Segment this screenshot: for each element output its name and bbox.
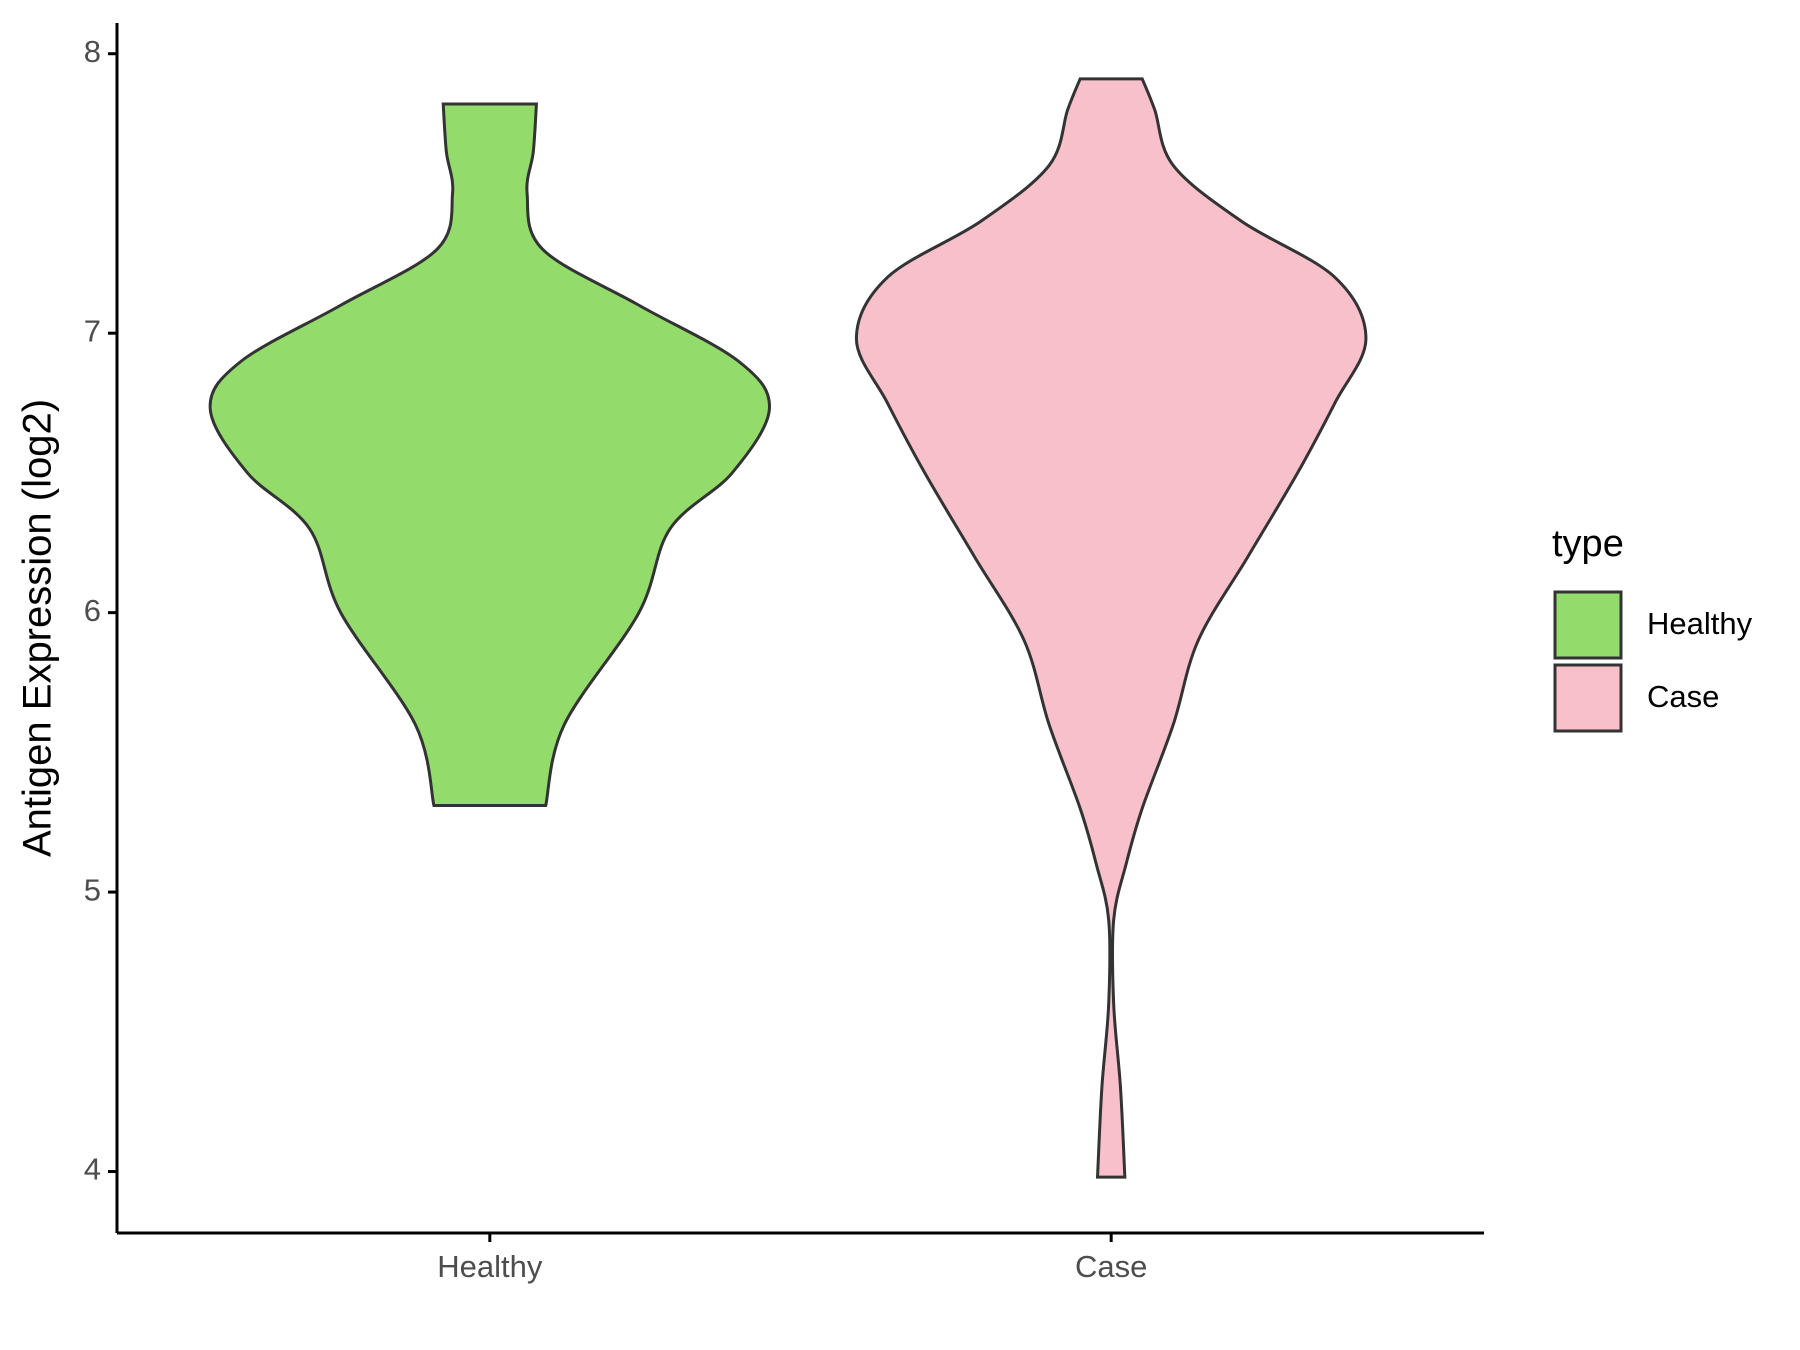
- legend-title: type: [1552, 523, 1624, 565]
- violin: [208, 102, 771, 807]
- y-axis-title: Antigen Expression (log2): [16, 399, 60, 857]
- x-tick-label: Healthy: [437, 1249, 543, 1284]
- violin: [854, 77, 1368, 1179]
- x-tick-label: Case: [1075, 1249, 1147, 1284]
- y-tick-label: 8: [84, 34, 101, 69]
- legend-label: Healthy: [1647, 606, 1753, 641]
- y-tick-label: 5: [84, 872, 101, 907]
- legend-label: Case: [1647, 679, 1719, 714]
- y-tick-label: 7: [84, 313, 101, 348]
- y-tick-label: 4: [84, 1152, 101, 1187]
- legend-key: [1553, 663, 1623, 733]
- legend-key: [1553, 590, 1623, 660]
- y-tick-label: 6: [84, 593, 101, 628]
